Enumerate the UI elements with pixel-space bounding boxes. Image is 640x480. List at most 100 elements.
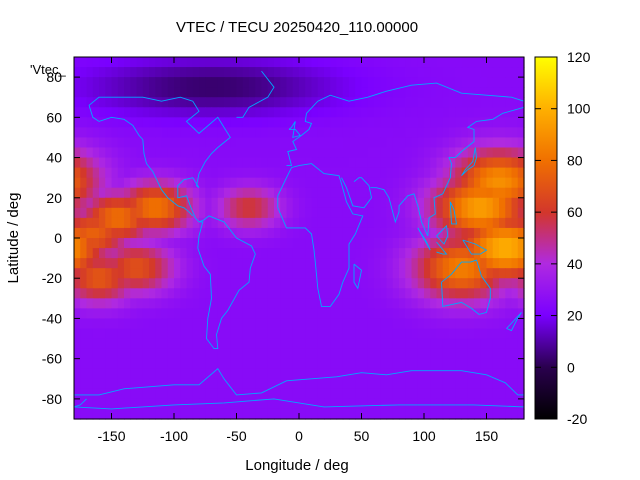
heat-cell <box>199 207 206 219</box>
heat-cell <box>467 167 475 179</box>
heat-cell <box>442 318 450 330</box>
heat-cell <box>324 217 331 229</box>
heat-cell <box>461 358 469 370</box>
heat-cell <box>230 77 238 88</box>
heat-cell <box>217 318 225 330</box>
heat-cell <box>117 207 125 219</box>
heat-cell <box>511 268 519 279</box>
heat-cell <box>130 87 138 98</box>
heat-cell <box>261 278 269 289</box>
heat-cell <box>499 147 506 159</box>
heat-cell <box>486 127 494 139</box>
heat-cell <box>392 348 400 360</box>
heat-cell <box>449 167 456 179</box>
heat-cell <box>311 77 319 88</box>
heat-cell <box>511 378 519 390</box>
heat-cell <box>267 77 275 88</box>
heat-cell <box>274 288 281 299</box>
heat-cell <box>486 308 494 320</box>
heat-cell <box>505 378 513 390</box>
heat-cell <box>236 137 244 149</box>
heat-cell <box>92 167 100 179</box>
heat-cell <box>199 248 206 259</box>
heat-cell <box>392 217 400 229</box>
heat-cell <box>342 308 350 320</box>
heat-cell <box>86 177 94 189</box>
heat-cell <box>436 217 444 229</box>
heat-cell <box>255 197 263 209</box>
heat-cell <box>230 288 238 299</box>
heat-cell <box>280 137 288 149</box>
heat-cell <box>267 338 275 350</box>
heat-cell <box>80 398 88 410</box>
heat-cell <box>211 268 219 279</box>
heat-cell <box>130 137 138 149</box>
heat-cell <box>311 378 319 390</box>
heat-cell <box>136 57 144 68</box>
heat-cell <box>399 187 406 199</box>
heat-cell <box>292 358 300 370</box>
heat-cell <box>155 167 163 179</box>
heat-cell <box>417 97 425 108</box>
heat-cell <box>486 117 494 128</box>
heat-cell <box>324 398 331 410</box>
heat-cell <box>186 248 194 259</box>
heat-cell <box>230 207 238 219</box>
heat-cell <box>124 177 131 189</box>
heat-cell <box>180 177 188 189</box>
heat-cell <box>442 368 450 380</box>
heat-cell <box>211 177 219 189</box>
heat-cell <box>149 157 156 169</box>
heat-cell <box>405 268 413 279</box>
heat-cell <box>361 187 369 199</box>
heat-cell <box>230 127 238 139</box>
heat-cell <box>261 378 269 390</box>
heat-cell <box>380 358 388 370</box>
coastline <box>341 177 372 209</box>
heat-cell <box>286 338 294 350</box>
heat-cell <box>424 408 431 420</box>
heat-cell <box>130 187 138 199</box>
heat-cell <box>111 107 119 118</box>
heat-cell <box>355 187 363 199</box>
heat-cell <box>511 97 519 108</box>
heat-cell <box>192 57 200 68</box>
heat-cell <box>336 127 344 139</box>
heat-cell <box>86 57 94 68</box>
heat-cell <box>349 398 356 410</box>
heat-cell <box>499 258 506 269</box>
heat-cell <box>342 338 350 350</box>
heat-cell <box>517 197 525 209</box>
heat-cell <box>249 378 256 390</box>
heat-cell <box>249 408 256 420</box>
heat-cell <box>142 388 150 400</box>
heat-cell <box>324 167 331 179</box>
coastline <box>236 70 275 118</box>
heat-cell <box>274 107 281 118</box>
heat-cell <box>349 57 356 68</box>
heat-cell <box>499 358 506 370</box>
heat-cell <box>430 308 438 320</box>
heat-cell <box>299 238 306 249</box>
heat-cell <box>399 248 406 259</box>
x-tick-label: 50 <box>354 428 370 444</box>
heat-cell <box>149 258 156 269</box>
heat-cell <box>92 368 100 380</box>
heat-cell <box>242 157 250 169</box>
heat-cell <box>474 408 481 420</box>
heat-cell <box>461 258 469 269</box>
heat-cell <box>249 328 256 340</box>
heat-cell <box>199 167 206 179</box>
heat-cell <box>255 398 263 410</box>
heat-cell <box>455 167 463 179</box>
heat-cell <box>405 87 413 98</box>
heat-cell <box>167 398 175 410</box>
heat-cell <box>80 167 88 179</box>
heat-cell <box>367 87 375 98</box>
heat-cell <box>336 348 344 360</box>
heat-cell <box>124 77 131 88</box>
heat-cell <box>517 177 525 189</box>
heat-cell <box>199 67 206 78</box>
heat-cell <box>417 117 425 128</box>
heat-cell <box>411 147 419 159</box>
